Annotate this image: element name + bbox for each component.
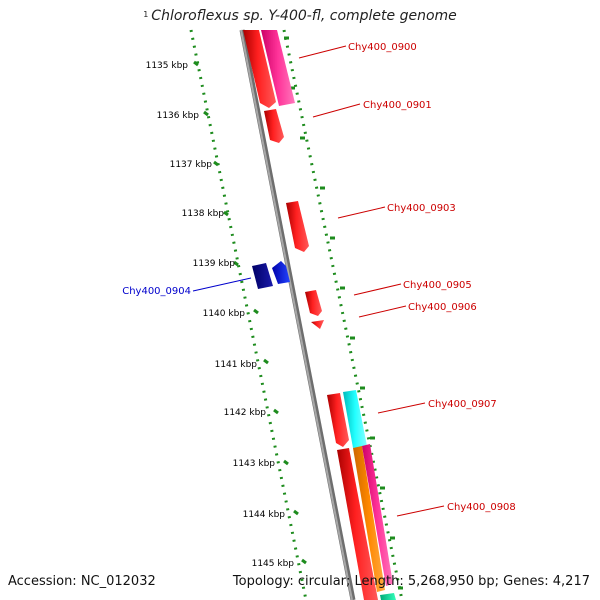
gene-feature-chy400-0904[interactable] <box>252 263 273 289</box>
ruler-label: 1141 kbp <box>215 360 258 370</box>
ruler-label: 1143 kbp <box>233 459 276 469</box>
gene-feature-chy400-0901[interactable] <box>264 109 284 143</box>
ruler-label: 1137 kbp <box>170 160 213 170</box>
right-ruler <box>282 29 404 600</box>
ruler-label: 1142 kbp <box>224 408 267 418</box>
left-ruler <box>189 29 308 600</box>
gene-feature-bottom-cyan[interactable] <box>380 593 396 600</box>
gene-label-chy400-0908[interactable]: Chy400_0908 <box>447 502 516 513</box>
gene-label-chy400-0904[interactable]: Chy400_0904 <box>122 286 191 297</box>
gene-feature-chy400-0907[interactable] <box>343 390 367 448</box>
gene-label-chy400-0903[interactable]: Chy400_0903 <box>387 203 456 214</box>
gene-label-chy400-0901[interactable]: Chy400_0901 <box>363 100 432 111</box>
title-superscript: 1 <box>143 10 149 19</box>
gene-label-chy400-0907[interactable]: Chy400_0907 <box>428 399 497 410</box>
ruler-labels: 1135 kbp 1136 kbp 1137 kbp 1138 kbp 1139… <box>146 61 295 569</box>
ruler-label: 1136 kbp <box>157 111 200 121</box>
gene-label-chy400-0906[interactable]: Chy400_0906 <box>408 302 477 313</box>
gene-feature-chy400-0904-partner[interactable] <box>272 261 290 284</box>
title-text: Chloroflexus sp. Y-400-fl, complete geno… <box>151 8 457 24</box>
gene-feature-chy400-0906[interactable] <box>311 320 324 329</box>
gene-label-chy400-0905[interactable]: Chy400_0905 <box>403 280 472 291</box>
ruler-label: 1145 kbp <box>252 559 295 569</box>
ruler-label: 1138 kbp <box>182 209 225 219</box>
label-leaders <box>192 45 445 517</box>
topology-text: Topology: circular; Length: 5,268,950 bp… <box>232 574 590 589</box>
ruler-label: 1139 kbp <box>193 259 236 269</box>
genome-title: 1 Chloroflexus sp. Y-400-fl, complete gen… <box>0 8 600 24</box>
gene-feature-chy400-0903[interactable] <box>286 201 309 252</box>
ruler-label: 1144 kbp <box>243 510 286 520</box>
gene-feature-chy400-0908-orange[interactable] <box>353 446 385 592</box>
gene-feature-chy400-0905[interactable] <box>305 290 322 316</box>
ruler-ticks <box>193 36 403 590</box>
ruler-label: 1135 kbp <box>146 61 189 71</box>
gene-feature-chy400-0907-neighbor[interactable] <box>327 393 349 447</box>
gene-feature-chy400-0908[interactable] <box>337 448 378 600</box>
gene-label-chy400-0900[interactable]: Chy400_0900 <box>348 42 417 53</box>
ruler-label: 1140 kbp <box>203 309 246 319</box>
gene-feature-chy400-0908-magenta[interactable] <box>362 444 393 586</box>
genome-backbone <box>239 29 356 600</box>
gene-feature-chy400-0900[interactable] <box>243 30 276 108</box>
accession-text: Accession: NC_012032 <box>8 574 156 589</box>
gene-labels: Chy400_0900 Chy400_0901 Chy400_0903 Chy4… <box>122 42 516 513</box>
gene-feature-chy400-0900-partner[interactable] <box>261 30 295 106</box>
